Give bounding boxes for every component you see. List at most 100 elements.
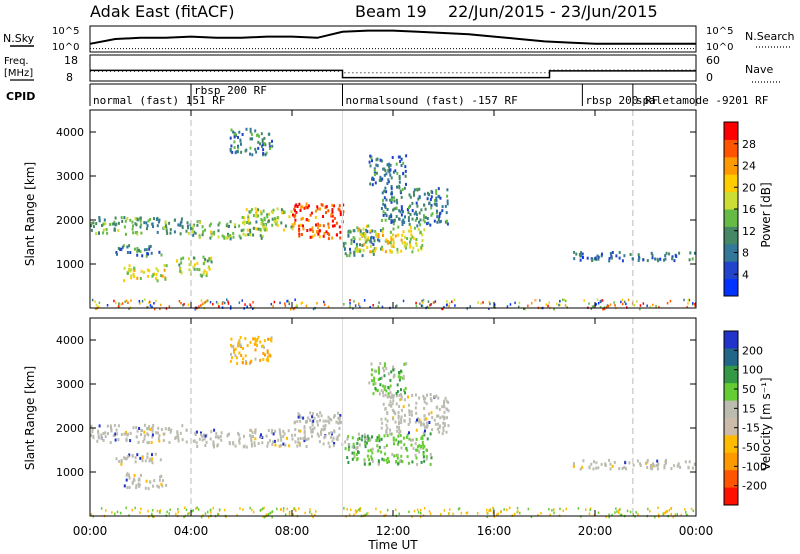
- velocity-region-4-cell: [249, 340, 252, 344]
- velocity-region-6-cell: [352, 445, 355, 449]
- power-region-3-cell: [202, 271, 205, 274]
- power-region-10-cell: [380, 218, 383, 222]
- velocity-region-7-cell: [398, 405, 401, 408]
- velocity-region-5-cell: [307, 437, 310, 441]
- velocity-region-9-cell: [655, 464, 658, 467]
- power-ground-cell: [469, 305, 471, 308]
- power-region-3-cell: [202, 273, 205, 277]
- power-region-9-cell: [361, 234, 363, 238]
- power-ground-cell: [148, 301, 150, 304]
- power-region-11-cell: [386, 182, 389, 185]
- velocity-region-6-cell: [378, 436, 381, 440]
- power-region-10-cell: [406, 208, 409, 211]
- power-region-6-cell: [257, 208, 260, 212]
- power-region-6-cell: [282, 209, 285, 213]
- velocity-ground-cell: [551, 509, 553, 512]
- power-region-10-cell: [438, 215, 441, 218]
- velocity-region-0-cell: [150, 441, 153, 444]
- power-region-3-cell: [193, 263, 196, 267]
- power-region-6-cell: [247, 217, 250, 221]
- power-ground-cell: [97, 305, 100, 308]
- velocity-region-7-cell: [436, 427, 439, 431]
- power-region-11-cell: [387, 178, 390, 182]
- power-region-10-cell: [416, 188, 419, 192]
- velocity-region-8-cell: [398, 371, 400, 374]
- velocity-region-3-cell: [249, 434, 252, 438]
- velocity-region-2-cell: [160, 474, 163, 478]
- power-region-10-cell: [441, 205, 444, 209]
- velocity-region-8-cell: [389, 378, 392, 382]
- velocity-region-3-cell: [272, 440, 275, 444]
- velocity-region-8-cell: [371, 368, 373, 372]
- power-region-9-cell: [412, 236, 415, 240]
- velocity-ground-cell: [309, 510, 311, 514]
- power-ground-cell: [600, 299, 603, 302]
- velocity-region-0-cell: [100, 437, 103, 441]
- power-ground-cell: [359, 305, 361, 309]
- velocity-region-0-cell: [151, 435, 154, 439]
- power-region-9-cell: [404, 246, 407, 250]
- velocity-ground-cell: [420, 512, 422, 515]
- power-region-3-cell: [198, 268, 201, 272]
- power-region-0-cell: [186, 224, 189, 228]
- power-ground-cell: [288, 301, 290, 304]
- power-region-2-cell: [155, 273, 158, 276]
- velocity-region-3-cell: [286, 436, 288, 440]
- power-ylabel: Slant Range [km]: [23, 162, 37, 266]
- power-ground-cell: [295, 303, 298, 307]
- velocity-region-7-cell: [392, 396, 395, 399]
- velocity-region-5-cell: [306, 419, 308, 423]
- power-region-6-cell: [290, 225, 293, 229]
- velocity-colorbar-seg-5: [724, 418, 738, 436]
- velocity-region-5-cell: [320, 428, 323, 432]
- power-ground-cell: [118, 302, 120, 305]
- velocity-ground-cell: [152, 515, 154, 518]
- power-region-4-cell: [191, 230, 194, 234]
- power-region-10-cell: [409, 195, 412, 199]
- frequency-series: [90, 69, 696, 79]
- velocity-region-7-cell: [400, 397, 403, 401]
- power-ground-cell: [623, 300, 626, 304]
- power-ground-cell: [655, 304, 657, 308]
- power-region-0-cell: [136, 218, 139, 222]
- power-region-5-cell: [237, 135, 239, 139]
- velocity-region-7-cell: [400, 392, 402, 396]
- velocity-region-9-cell: [657, 462, 660, 466]
- power-region-8-cell: [371, 229, 374, 233]
- power-region-4-cell: [223, 236, 226, 240]
- velocity-region-4-cell: [237, 341, 240, 345]
- velocity-region-3-cell: [203, 437, 206, 441]
- velocity-region-3-cell: [267, 429, 270, 432]
- velocity-ground-cell: [559, 507, 561, 511]
- power-ground-cell: [288, 302, 290, 306]
- velocity-region-7-cell: [397, 420, 400, 424]
- velocity-region-6-cell: [423, 459, 426, 463]
- power-region-9-cell: [413, 226, 416, 230]
- power-region-6-cell: [247, 219, 250, 223]
- velocity-region-9-cell: [656, 459, 659, 463]
- velocity-region-4-cell: [229, 343, 232, 347]
- power-region-5-cell: [245, 127, 248, 131]
- velocity-region-6-cell: [355, 447, 358, 451]
- velocity-region-6-cell: [400, 440, 403, 444]
- power-colorbar-label: Power [dB]: [759, 182, 773, 247]
- velocity-region-6-cell: [378, 445, 381, 449]
- velocity-region-6-cell: [426, 437, 429, 441]
- power-region-4-cell: [227, 234, 230, 238]
- power-region-7-cell: [313, 233, 316, 237]
- power-region-4-cell: [242, 221, 244, 225]
- power-ground-cell: [434, 300, 437, 303]
- velocity-region-5-cell: [338, 426, 341, 430]
- power-region-8-cell: [361, 232, 364, 236]
- power-region-4-cell: [264, 224, 266, 228]
- power-region-7-cell: [325, 211, 327, 215]
- power-region-11-cell: [404, 174, 407, 178]
- velocity-region-7-cell: [398, 393, 401, 397]
- velocity-region-7-cell: [397, 416, 400, 420]
- velocity-region-6-cell: [356, 458, 359, 462]
- power-region-3-cell: [192, 265, 195, 269]
- velocity-region-7-cell: [416, 418, 418, 422]
- velocity-region-6-cell: [383, 445, 386, 449]
- noise-left-tick-bottom: 10^0: [52, 42, 79, 53]
